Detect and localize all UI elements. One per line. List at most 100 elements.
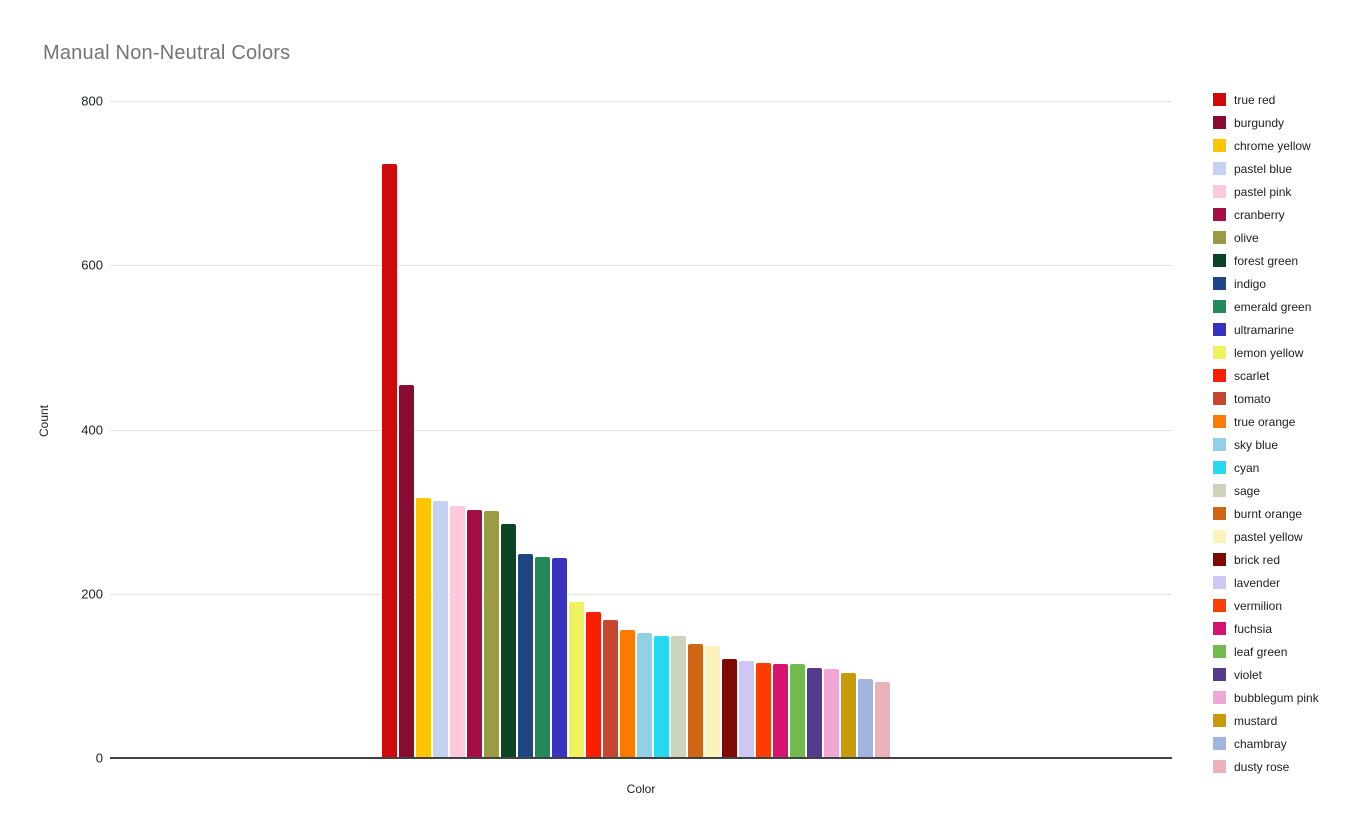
- legend-swatch-true-red: [1213, 93, 1226, 106]
- bar-ultramarine[interactable]: [552, 558, 567, 758]
- legend-item-lavender: lavender: [1213, 575, 1319, 590]
- legend-label: ultramarine: [1234, 322, 1295, 337]
- bar-emerald-green[interactable]: [535, 556, 550, 758]
- legend-swatch-chambray: [1213, 737, 1226, 750]
- bar-leaf-green[interactable]: [790, 664, 805, 758]
- legend-swatch-sky-blue: [1213, 438, 1226, 451]
- legend-item-cyan: cyan: [1213, 460, 1319, 475]
- legend-swatch-forest-green: [1213, 254, 1226, 267]
- bar-forest-green[interactable]: [501, 523, 516, 758]
- legend-swatch-tomato: [1213, 392, 1226, 405]
- legend-label: leaf green: [1234, 644, 1288, 659]
- legend-label: lavender: [1234, 575, 1281, 590]
- bar-pastel-yellow[interactable]: [705, 645, 720, 758]
- bar-tomato[interactable]: [603, 620, 618, 758]
- bar-violet[interactable]: [807, 667, 822, 758]
- legend-item-fuchsia: fuchsia: [1213, 622, 1319, 636]
- legend-item-pastel-yellow: pastel yellow: [1213, 529, 1319, 544]
- legend-item-leaf-green: leaf green: [1213, 644, 1319, 659]
- bar-true-orange[interactable]: [620, 629, 635, 758]
- legend-label: pastel pink: [1234, 184, 1292, 199]
- bar-scarlet[interactable]: [586, 611, 601, 758]
- x-axis-title: Color: [626, 782, 656, 796]
- legend-label: bubblegum pink: [1234, 690, 1319, 705]
- legend-label: mustard: [1234, 713, 1278, 728]
- legend-label: scarlet: [1234, 368, 1270, 383]
- legend-item-true-orange: true orange: [1213, 414, 1319, 429]
- legend-label: true orange: [1234, 414, 1296, 429]
- legend-item-bubblegum-pink: bubblegum pink: [1213, 690, 1319, 705]
- legend-label: violet: [1234, 667, 1263, 682]
- bar-indigo[interactable]: [518, 553, 533, 758]
- legend-label: true red: [1234, 92, 1276, 107]
- bar-vermilion[interactable]: [756, 662, 771, 758]
- legend-swatch-brick-red: [1213, 553, 1226, 566]
- legend-swatch-scarlet: [1213, 369, 1226, 382]
- bar-pastel-blue[interactable]: [433, 500, 448, 758]
- bar-burgundy[interactable]: [399, 385, 414, 758]
- bar-cyan[interactable]: [654, 635, 669, 758]
- bar-lemon-yellow[interactable]: [569, 601, 584, 758]
- bar-brick-red[interactable]: [722, 659, 737, 758]
- legend-label: emerald green: [1234, 299, 1312, 314]
- legend-label: vermilion: [1234, 598, 1283, 613]
- legend-swatch-indigo: [1213, 277, 1226, 290]
- bar-chrome-yellow[interactable]: [416, 497, 431, 758]
- gridline-600: [110, 265, 1172, 267]
- legend-label: cranberry: [1234, 207, 1285, 222]
- legend-swatch-bubblegum-pink: [1213, 691, 1226, 704]
- legend-item-sage: sage: [1213, 483, 1319, 498]
- legend-item-ultramarine: ultramarine: [1213, 322, 1319, 337]
- legend-label: cyan: [1234, 460, 1260, 475]
- y-tick-label-200: 200: [81, 586, 103, 602]
- bar-mustard[interactable]: [841, 672, 856, 758]
- gridline-200: [110, 593, 1172, 595]
- plot-area: 0 200 400 600 800: [81, 94, 1172, 766]
- legend-item-lemon-yellow: lemon yellow: [1213, 345, 1319, 360]
- bar-bubblegum-pink[interactable]: [824, 669, 839, 758]
- legend-item-pastel-pink: pastel pink: [1213, 184, 1319, 199]
- bar-sage[interactable]: [671, 636, 686, 758]
- bar-cranberry[interactable]: [467, 509, 482, 758]
- y-tick-label-600: 600: [81, 257, 103, 273]
- legend-label: sky blue: [1234, 437, 1279, 452]
- legend-item-cranberry: cranberry: [1213, 207, 1319, 222]
- legend-swatch-pastel-yellow: [1213, 530, 1226, 543]
- legend-item-dusty-rose: dusty rose: [1213, 760, 1319, 774]
- legend-label: indigo: [1234, 276, 1267, 291]
- y-axis-title: Count: [37, 404, 52, 437]
- legend-swatch-ultramarine: [1213, 323, 1226, 336]
- legend-label: forest green: [1234, 253, 1299, 268]
- bar-olive[interactable]: [484, 510, 499, 758]
- legend-swatch-cranberry: [1213, 208, 1226, 221]
- legend-item-tomato: tomato: [1213, 392, 1319, 406]
- legend-item-true-red: true red: [1213, 92, 1319, 107]
- bar-lavender[interactable]: [739, 661, 754, 758]
- legend-swatch-emerald-green: [1213, 300, 1226, 313]
- legend-swatch-dusty-rose: [1213, 760, 1226, 773]
- legend-item-scarlet: scarlet: [1213, 368, 1319, 383]
- legend-item-indigo: indigo: [1213, 276, 1319, 291]
- legend-swatch-vermilion: [1213, 599, 1226, 612]
- legend-label: pastel blue: [1234, 161, 1293, 176]
- legend-label: lemon yellow: [1234, 345, 1304, 360]
- legend-swatch-lavender: [1213, 576, 1226, 589]
- bar-pastel-pink[interactable]: [450, 505, 465, 758]
- legend-swatch-violet: [1213, 668, 1226, 681]
- legend-label: pastel yellow: [1234, 529, 1303, 544]
- bar-chambray[interactable]: [858, 679, 873, 758]
- legend-swatch-burnt-orange: [1213, 507, 1226, 520]
- bar-sky-blue[interactable]: [637, 633, 652, 758]
- legend-swatch-chrome-yellow: [1213, 139, 1226, 152]
- bar-fuchsia[interactable]: [773, 663, 788, 758]
- bar-dusty-rose[interactable]: [875, 681, 890, 758]
- legend-label: burnt orange: [1234, 506, 1303, 521]
- bar-burnt-orange[interactable]: [688, 643, 703, 758]
- legend-swatch-fuchsia: [1213, 622, 1226, 635]
- legend-label: brick red: [1234, 552, 1281, 567]
- legend-label: sage: [1234, 483, 1261, 498]
- bar-true-red[interactable]: [382, 164, 397, 758]
- legend-item-olive: olive: [1213, 231, 1319, 245]
- legend-swatch-sage: [1213, 484, 1226, 497]
- y-tick-label-800: 800: [81, 93, 103, 109]
